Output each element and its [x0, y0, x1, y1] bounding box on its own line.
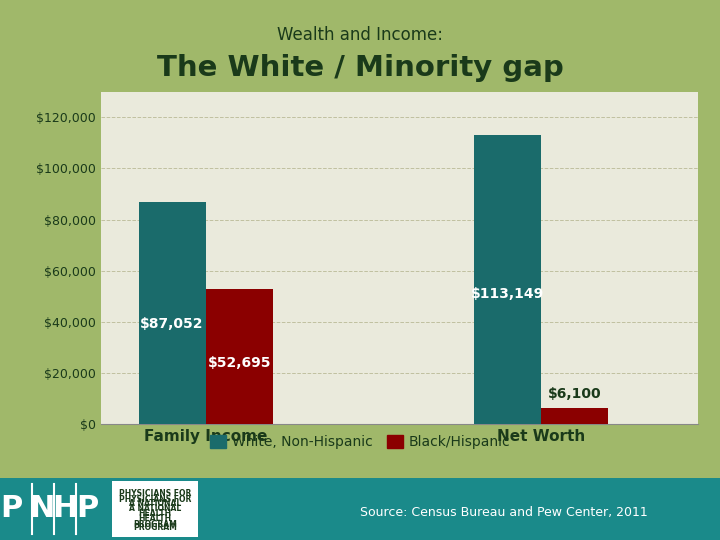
Text: A NATIONAL: A NATIONAL [129, 500, 181, 509]
Bar [474, 135, 541, 424]
Text: HEALTH: HEALTH [138, 509, 171, 518]
Text: $87,052: $87,052 [140, 317, 204, 331]
Text: $6,100: $6,100 [548, 387, 601, 401]
Text: PROGRAM: PROGRAM [133, 520, 176, 529]
Bar [541, 408, 608, 424]
Text: Wealth and Income:: Wealth and Income: [277, 26, 443, 44]
Text: The White / Minority gap: The White / Minority gap [157, 53, 563, 82]
Text: A NATIONAL: A NATIONAL [129, 504, 181, 514]
Bar [206, 289, 273, 424]
Bar [138, 201, 206, 424]
FancyBboxPatch shape [112, 481, 198, 537]
Text: N: N [29, 495, 55, 523]
Text: H: H [52, 495, 78, 523]
Text: Source: Census Bureau and Pew Center, 2011: Source: Census Bureau and Pew Center, 20… [360, 505, 648, 518]
Text: PHYSICIANS FOR: PHYSICIANS FOR [119, 495, 191, 504]
Text: $52,695: $52,695 [207, 356, 271, 370]
Text: P: P [1, 495, 22, 523]
Text: HEALTH: HEALTH [138, 514, 171, 523]
Text: PROGRAM: PROGRAM [133, 523, 176, 532]
Text: PHYSICIANS FOR: PHYSICIANS FOR [119, 489, 191, 498]
Text: P: P [77, 495, 99, 523]
Text: $113,149: $113,149 [471, 287, 544, 301]
Legend: White, Non-Hispanic, Black/Hispanic: White, Non-Hispanic, Black/Hispanic [204, 430, 516, 455]
